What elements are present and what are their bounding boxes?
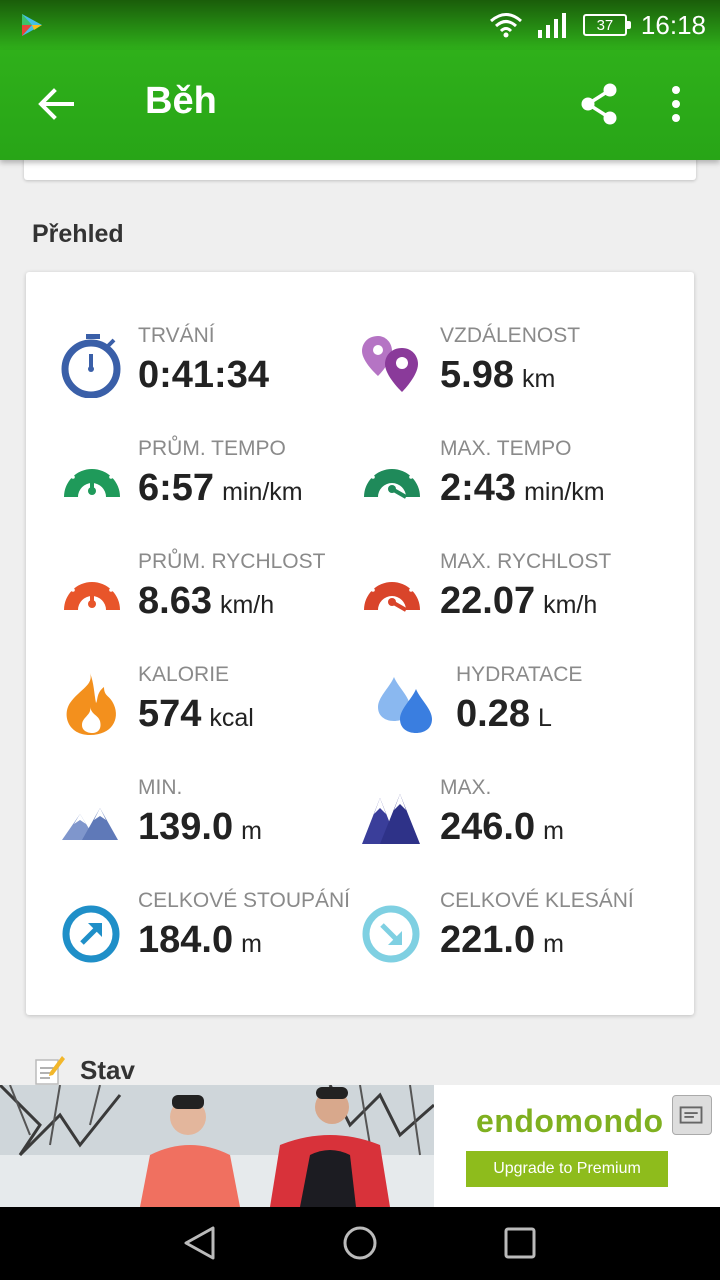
stat-distance: VZDÁLENOST 5.98 km <box>360 324 680 424</box>
upgrade-premium-button[interactable]: Upgrade to Premium <box>466 1151 668 1187</box>
section-title: Přehled <box>32 220 124 248</box>
stat-value-wrap: 246.0 m <box>440 806 564 849</box>
stat-value: 2:43 <box>440 467 517 509</box>
stat-value: 6:57 <box>138 467 215 509</box>
ascent-arrow-icon <box>62 905 120 963</box>
stat-value-wrap: 6:57 min/km <box>138 467 303 510</box>
stat-unit: min/km <box>524 478 605 506</box>
stat-label: VZDÁLENOST <box>440 324 581 347</box>
stat-value-wrap: 139.0 m <box>138 806 262 849</box>
battery-level: 37 <box>596 16 614 34</box>
stat-max-altitude: MAX. 246.0 m <box>360 776 680 876</box>
ad-brand-logo: endomondo <box>476 1103 664 1139</box>
ad-banner[interactable]: endomondo Upgrade to Premium <box>0 1085 720 1207</box>
stat-unit: m <box>543 930 564 958</box>
stat-unit: m <box>543 817 564 845</box>
ad-close-icon[interactable] <box>672 1095 712 1135</box>
status-section[interactable]: Stav <box>34 1054 135 1086</box>
stat-label: CELKOVÉ STOUPÁNÍ <box>138 889 351 912</box>
stat-max-speed: MAX. RYCHLOST 22.07 km/h <box>360 550 680 650</box>
flame-icon <box>66 673 116 735</box>
stat-label: PRŮM. RYCHLOST <box>138 550 326 573</box>
stat-value: 221.0 <box>440 919 536 961</box>
stat-value: 184.0 <box>138 919 234 961</box>
location-pins-icon <box>362 336 418 392</box>
nav-back-icon[interactable] <box>182 1225 218 1261</box>
stat-value-wrap: 5.98 km <box>440 354 555 397</box>
navigation-bar <box>0 1207 720 1280</box>
app-notification-icon <box>22 14 42 36</box>
max-pace-gauge-icon <box>364 461 420 499</box>
stat-unit: kcal <box>209 704 254 732</box>
stat-total-ascent: CELKOVÉ STOUPÁNÍ 184.0 m <box>60 889 380 989</box>
stat-unit: km/h <box>219 591 275 619</box>
stat-value-wrap: 0:41:34 <box>138 354 277 397</box>
stat-value: 139.0 <box>138 806 234 848</box>
stat-label: HYDRATACE <box>456 663 583 686</box>
mountains-high-icon <box>362 794 420 844</box>
status-title: Stav <box>80 1054 135 1085</box>
battery-icon: 37 <box>582 14 631 36</box>
mountains-low-icon <box>62 808 118 840</box>
stat-value: 8.63 <box>138 580 212 622</box>
note-edit-icon <box>35 1056 65 1085</box>
stat-value-wrap: 2:43 min/km <box>440 467 605 510</box>
page-title: Běh <box>145 80 217 122</box>
status-time: 16:18 <box>640 9 706 40</box>
stat-total-descent: CELKOVÉ KLESÁNÍ 221.0 m <box>360 889 680 989</box>
stat-label: MAX. TEMPO <box>440 437 572 460</box>
avg-pace-gauge-icon <box>64 461 120 497</box>
stat-value: 5.98 <box>440 354 514 396</box>
stat-unit: km <box>521 365 556 393</box>
share-icon[interactable] <box>578 82 622 126</box>
stat-unit: L <box>537 704 552 732</box>
stat-value: 246.0 <box>440 806 536 848</box>
stat-label: PRŮM. TEMPO <box>138 437 286 460</box>
overview-card: TRVÁNÍ 0:41:34 VZDÁLENOST 5.98 km PRŮM. T… <box>26 272 694 1015</box>
ad-runners-image <box>0 1085 434 1207</box>
stat-min-altitude: MIN. 139.0 m <box>60 776 380 876</box>
water-drops-icon <box>378 677 432 733</box>
stat-value-wrap: 8.63 km/h <box>138 580 274 623</box>
stat-duration: TRVÁNÍ 0:41:34 <box>60 324 380 424</box>
nav-recents-icon[interactable] <box>502 1225 538 1261</box>
more-options-icon[interactable] <box>664 84 688 124</box>
stat-label: TRVÁNÍ <box>138 324 215 347</box>
stat-unit: m <box>241 817 262 845</box>
descent-arrow-icon <box>362 905 420 963</box>
stat-unit: min/km <box>222 478 303 506</box>
stat-label: CELKOVÉ KLESÁNÍ <box>440 889 634 912</box>
stat-unit: km/h <box>543 591 598 619</box>
stat-value-wrap: 574 kcal <box>138 693 254 736</box>
stat-hydration: HYDRATACE 0.28 L <box>376 663 696 763</box>
stat-value-wrap: 184.0 m <box>138 919 262 962</box>
stat-calories: KALORIE 574 kcal <box>60 663 380 763</box>
stat-label: MIN. <box>138 776 183 799</box>
stat-avg-pace: PRŮM. TEMPO 6:57 min/km <box>60 437 380 537</box>
signal-icon <box>537 13 566 38</box>
stat-avg-speed: PRŮM. RYCHLOST 8.63 km/h <box>60 550 380 650</box>
stat-unit: m <box>241 930 262 958</box>
stat-value-wrap: 221.0 m <box>440 919 564 962</box>
stat-value: 0.28 <box>456 693 530 735</box>
stat-label: MAX. RYCHLOST <box>440 550 612 573</box>
back-arrow-icon[interactable] <box>36 84 76 124</box>
stat-max-pace: MAX. TEMPO 2:43 min/km <box>360 437 680 537</box>
stat-label: MAX. <box>440 776 492 799</box>
avg-speed-gauge-icon <box>64 574 120 610</box>
stopwatch-icon <box>61 334 121 398</box>
stat-value-wrap: 22.07 km/h <box>440 580 597 623</box>
stat-value: 22.07 <box>440 580 536 622</box>
app-bar: Běh <box>0 50 720 160</box>
stat-value: 574 <box>138 693 202 735</box>
wifi-icon <box>489 13 522 38</box>
stat-value: 0:41:34 <box>138 354 269 396</box>
max-speed-gauge-icon <box>364 574 420 612</box>
status-bar: 37 16:18 <box>0 0 720 50</box>
nav-home-icon[interactable] <box>342 1225 378 1261</box>
stat-label: KALORIE <box>138 663 230 686</box>
stat-value-wrap: 0.28 L <box>456 693 552 736</box>
